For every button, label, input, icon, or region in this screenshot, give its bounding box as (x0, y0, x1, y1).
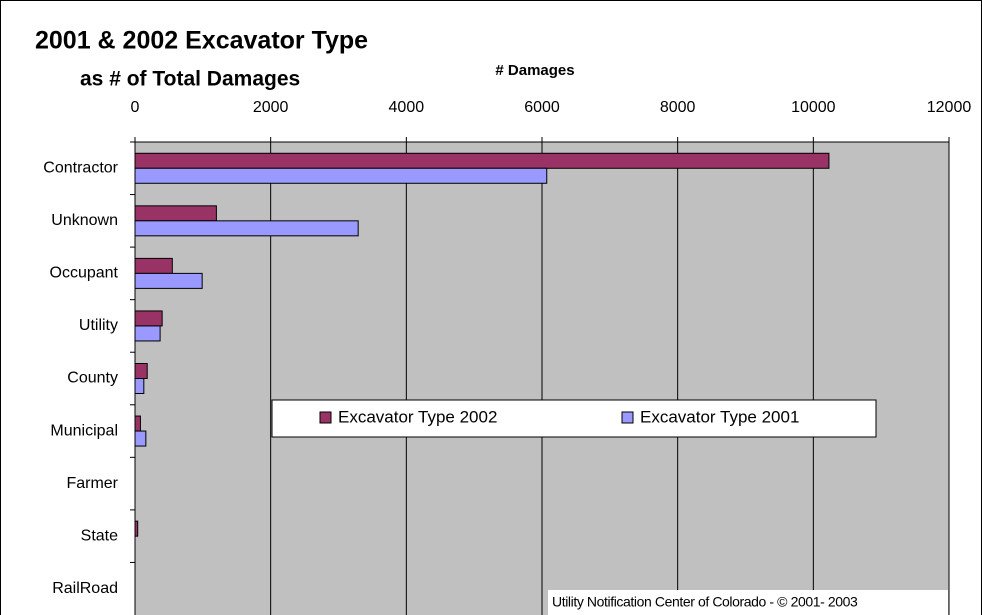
y-tick-label: Municipal (50, 422, 118, 439)
x-tick-label: 10000 (791, 99, 836, 116)
legend-label: Excavator Type 2002 (338, 407, 497, 426)
legend-label: Excavator Type 2001 (640, 407, 799, 426)
note: Utility Notification Center of Colorado … (552, 594, 858, 610)
chart-subtitle: as # of Total Damages (80, 68, 300, 91)
bar (134, 415, 141, 432)
x-tick-label: 0 (131, 99, 140, 116)
y-tick-label: Occupant (50, 265, 119, 282)
bar (134, 378, 145, 394)
x-tick-label: 6000 (524, 99, 560, 116)
legend (271, 399, 877, 438)
y-tick-label: Contractor (43, 159, 118, 176)
y-tick-label: County (67, 370, 118, 387)
legend-swatch (319, 411, 332, 424)
x-tick-label: 4000 (389, 99, 425, 116)
x-tick-label: 8000 (660, 99, 696, 116)
y-tick-label: Farmer (66, 475, 118, 492)
bar (134, 363, 148, 379)
axis-title: # Damages (495, 62, 574, 79)
y-tick-label: Utility (79, 317, 118, 334)
note-box (548, 590, 948, 615)
bar (134, 220, 359, 237)
bar (134, 325, 161, 342)
bar (134, 167, 548, 184)
legend-swatch (621, 411, 634, 424)
x-tick-label: 2000 (253, 99, 289, 116)
bar (134, 430, 147, 447)
y-tick-label: Unknown (51, 212, 118, 229)
x-tick-label: 12000 (927, 99, 972, 116)
y-tick-label: RailRoad (52, 580, 118, 597)
y-tick-label: State (81, 527, 118, 544)
bar (134, 272, 203, 289)
bar (134, 310, 163, 327)
chart-title: 2001 & 2002 Excavator Type (35, 27, 368, 55)
bar (134, 205, 217, 222)
bar (134, 257, 173, 274)
bar (134, 152, 830, 169)
